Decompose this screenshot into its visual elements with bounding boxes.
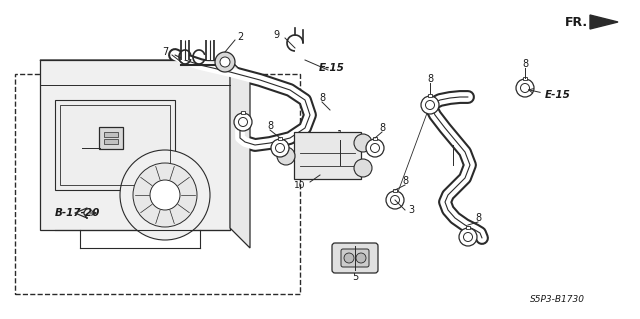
Circle shape	[386, 191, 404, 209]
FancyBboxPatch shape	[99, 127, 123, 149]
Polygon shape	[230, 60, 250, 248]
Circle shape	[277, 147, 295, 165]
Text: 8: 8	[475, 213, 481, 223]
Circle shape	[120, 150, 210, 240]
Text: 2: 2	[237, 32, 243, 42]
Text: 1: 1	[337, 130, 343, 140]
Bar	[104, 139, 118, 144]
Circle shape	[133, 163, 197, 227]
Circle shape	[371, 144, 380, 152]
Bar	[428, 94, 432, 97]
Circle shape	[421, 96, 439, 114]
Bar	[55, 100, 175, 190]
Circle shape	[463, 233, 472, 241]
Text: S5P3-B1730: S5P3-B1730	[530, 295, 585, 305]
FancyBboxPatch shape	[332, 243, 378, 273]
Circle shape	[215, 52, 235, 72]
Circle shape	[459, 228, 477, 246]
Circle shape	[275, 144, 285, 152]
Circle shape	[426, 100, 435, 109]
Bar	[104, 132, 118, 137]
Bar	[40, 60, 230, 230]
Circle shape	[234, 113, 252, 131]
Circle shape	[516, 79, 534, 97]
Text: 8: 8	[379, 123, 385, 133]
Text: 8: 8	[319, 93, 325, 103]
Circle shape	[356, 253, 366, 263]
Circle shape	[366, 139, 384, 157]
Text: 6: 6	[72, 143, 78, 153]
Text: 10: 10	[294, 181, 305, 189]
Bar	[372, 137, 377, 140]
FancyBboxPatch shape	[294, 132, 361, 179]
Text: E-15: E-15	[319, 63, 345, 73]
Bar	[15, 74, 300, 294]
Circle shape	[344, 253, 354, 263]
Text: 8: 8	[402, 176, 408, 186]
Text: E-15: E-15	[545, 90, 571, 100]
Text: B-17-20: B-17-20	[55, 208, 100, 218]
Circle shape	[220, 57, 230, 67]
Bar	[523, 77, 527, 80]
Text: 4: 4	[450, 135, 456, 145]
Text: FR.: FR.	[565, 16, 588, 28]
Polygon shape	[40, 60, 250, 80]
Bar	[60, 105, 170, 185]
Polygon shape	[590, 15, 618, 29]
Text: 3: 3	[408, 205, 414, 215]
Circle shape	[390, 196, 399, 204]
Circle shape	[271, 139, 289, 157]
Bar	[278, 137, 282, 140]
Text: 8: 8	[267, 121, 273, 131]
Circle shape	[354, 134, 372, 152]
Text: 7: 7	[162, 47, 168, 57]
Bar	[241, 111, 245, 114]
Circle shape	[354, 159, 372, 177]
FancyBboxPatch shape	[341, 249, 369, 267]
Circle shape	[520, 84, 529, 93]
Bar	[393, 189, 397, 192]
Text: 8: 8	[522, 59, 528, 69]
Text: 9: 9	[274, 30, 280, 40]
Bar	[466, 226, 470, 229]
Text: 8: 8	[427, 74, 433, 84]
Text: 5: 5	[352, 272, 358, 282]
Circle shape	[239, 117, 248, 127]
Circle shape	[150, 180, 180, 210]
